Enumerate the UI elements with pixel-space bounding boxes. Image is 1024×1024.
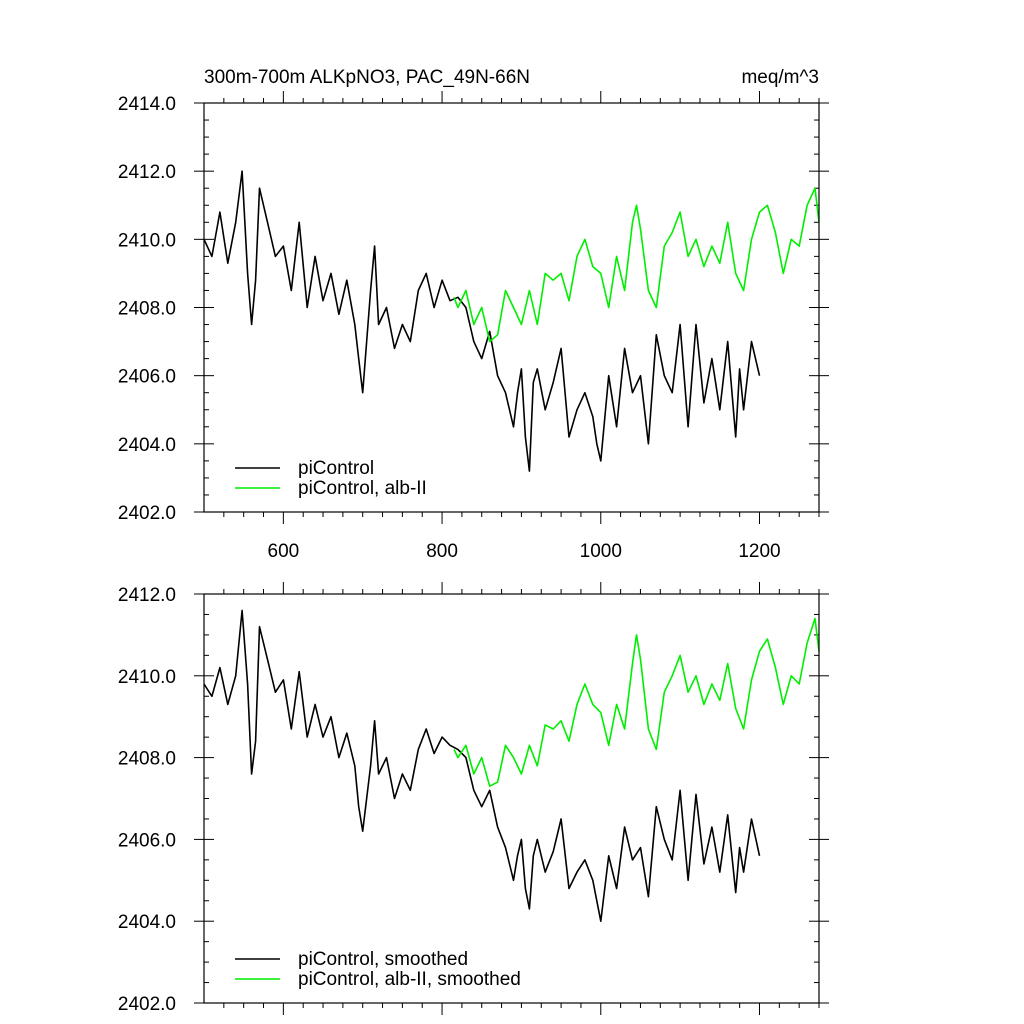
y-tick-label: 2406.0 [118,830,176,851]
y-tick-label: 2408.0 [118,299,176,320]
y-tick-label: 2414.0 [118,94,176,115]
x-tick-label: 800 [426,541,458,562]
bottom-plot-frame [203,593,820,1004]
series-line-alb-ii [453,617,820,788]
y-tick-label: 2412.0 [118,162,176,183]
series-line-alb-ii [453,187,820,343]
units-label: meq/m^3 [741,67,819,88]
x-tick-label: 1000 [580,541,622,562]
chart-title: 300m-700m ALKpNO3, PAC_49N-66N [204,67,530,88]
bottom-series [203,609,820,923]
legend-label: piControl, smoothed [298,949,468,970]
y-tick-label: 2412.0 [118,585,176,606]
bottom-axes-ticks: 2402.0 2404.0 2406.0 2408.0 2410.0 2412.0 [118,582,829,1015]
y-tick-label: 2410.0 [118,230,176,251]
series-line-picontrol [203,170,761,472]
y-tick-label: 2402.0 [118,994,176,1015]
bottom-panel: 2402.0 2404.0 2406.0 2408.0 2410.0 2412.0 piC… [118,582,829,1015]
x-tick-label: 600 [268,541,300,562]
legend-label: piControl [298,458,374,479]
legend-label: piControl, alb-II [298,478,427,499]
y-tick-label: 2410.0 [118,667,176,688]
series-line-picontrol [203,609,761,923]
y-tick-label: 2402.0 [118,503,176,524]
top-series [203,170,820,472]
legend-label: piControl, alb-II, smoothed [298,969,521,990]
x-tick-label: 1200 [738,541,780,562]
y-tick-label: 2406.0 [118,367,176,388]
top-panel: 300m-700m ALKpNO3, PAC_49N-66N meq/m^3 2… [118,67,829,562]
top-plot-frame [203,102,820,513]
y-tick-label: 2404.0 [118,435,176,456]
top-axes-ticks: 2402.0 2404.0 2406.0 2408.0 2410.0 2412.0 2414… [118,91,829,562]
y-tick-label: 2404.0 [118,912,176,933]
y-tick-label: 2408.0 [118,749,176,770]
